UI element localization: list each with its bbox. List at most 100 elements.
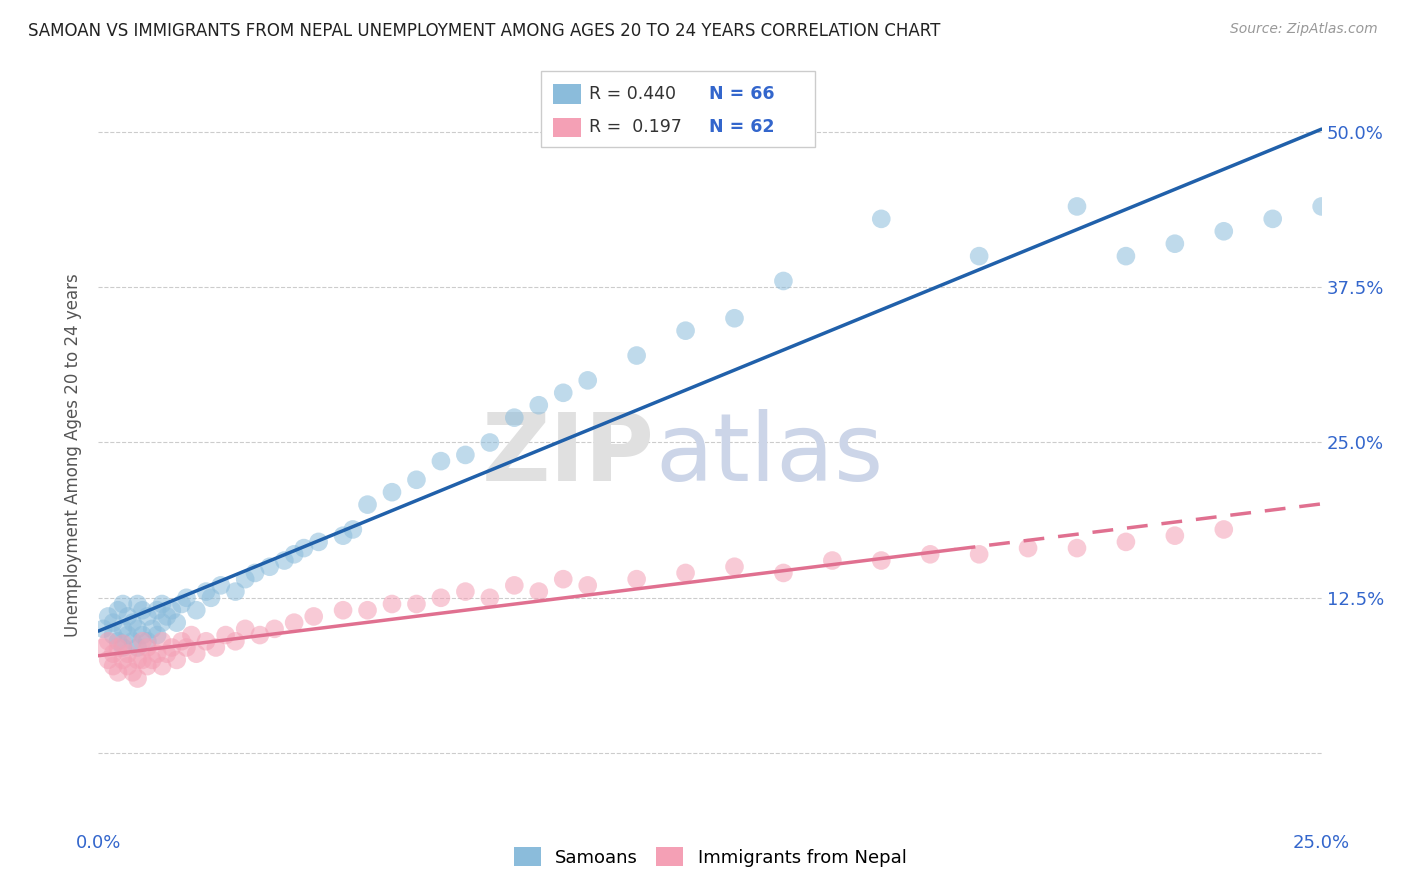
Point <box>131 603 153 617</box>
Point <box>127 622 149 636</box>
Point <box>553 385 575 400</box>
Point <box>117 609 139 624</box>
Point <box>156 647 179 661</box>
Point <box>381 597 404 611</box>
Point <box>381 485 404 500</box>
Point <box>150 659 173 673</box>
Point <box>430 454 453 468</box>
Point <box>1212 224 1234 238</box>
Text: N = 66: N = 66 <box>709 85 775 103</box>
Point <box>195 634 218 648</box>
Point <box>224 634 246 648</box>
Point <box>176 640 198 655</box>
Point <box>91 640 114 655</box>
Point <box>405 473 427 487</box>
Point <box>127 640 149 655</box>
Point <box>292 541 315 555</box>
Point <box>478 591 501 605</box>
Point <box>772 274 794 288</box>
Point <box>576 373 599 387</box>
Point <box>160 640 183 655</box>
Point <box>675 566 697 580</box>
Point <box>283 615 305 630</box>
Point <box>146 647 169 661</box>
Point <box>186 603 208 617</box>
Point <box>503 578 526 592</box>
Point <box>1212 523 1234 537</box>
Point <box>454 584 477 599</box>
Point <box>121 665 143 680</box>
Point <box>170 634 193 648</box>
Point <box>146 603 169 617</box>
Point <box>200 591 222 605</box>
Point <box>576 578 599 592</box>
Point <box>430 591 453 605</box>
Point <box>166 615 188 630</box>
Point <box>233 622 256 636</box>
Point <box>156 609 179 624</box>
Point <box>150 597 173 611</box>
Point <box>553 572 575 586</box>
Point <box>273 553 295 567</box>
Point <box>870 211 893 226</box>
Point <box>107 665 129 680</box>
Point <box>97 653 120 667</box>
Point <box>131 634 153 648</box>
Point <box>150 634 173 648</box>
Point <box>195 584 218 599</box>
Point <box>127 672 149 686</box>
Point <box>127 653 149 667</box>
Point <box>308 534 330 549</box>
Point <box>626 572 648 586</box>
Point <box>91 622 114 636</box>
Point <box>160 603 183 617</box>
Point <box>527 584 550 599</box>
Legend: Samoans, Immigrants from Nepal: Samoans, Immigrants from Nepal <box>506 840 914 874</box>
Point <box>136 659 159 673</box>
Text: SAMOAN VS IMMIGRANTS FROM NEPAL UNEMPLOYMENT AMONG AGES 20 TO 24 YEARS CORRELATI: SAMOAN VS IMMIGRANTS FROM NEPAL UNEMPLOY… <box>28 22 941 40</box>
Point <box>332 529 354 543</box>
Point <box>224 584 246 599</box>
Text: 0.0%: 0.0% <box>76 834 121 852</box>
Point <box>967 547 990 561</box>
Point <box>356 498 378 512</box>
Point <box>101 615 124 630</box>
Point <box>1115 249 1137 263</box>
Point <box>107 640 129 655</box>
Point <box>302 609 325 624</box>
Point <box>249 628 271 642</box>
Point <box>405 597 427 611</box>
Point <box>1066 199 1088 213</box>
Point <box>127 597 149 611</box>
Point <box>146 628 169 642</box>
Point <box>136 640 159 655</box>
Point <box>186 647 208 661</box>
Point <box>675 324 697 338</box>
Point <box>1115 534 1137 549</box>
Point <box>111 622 134 636</box>
Point <box>478 435 501 450</box>
Point <box>967 249 990 263</box>
Point <box>111 637 134 651</box>
Point <box>107 603 129 617</box>
Point <box>870 553 893 567</box>
Y-axis label: Unemployment Among Ages 20 to 24 years: Unemployment Among Ages 20 to 24 years <box>65 273 83 637</box>
Point <box>527 398 550 412</box>
Point <box>170 597 193 611</box>
Point <box>121 634 143 648</box>
Point <box>117 647 139 661</box>
Point <box>97 634 120 648</box>
Point <box>1164 529 1187 543</box>
Point <box>111 640 134 655</box>
Point <box>205 640 228 655</box>
Point <box>180 628 202 642</box>
Point <box>772 566 794 580</box>
Point <box>1164 236 1187 251</box>
Point <box>332 603 354 617</box>
Text: ZIP: ZIP <box>482 409 655 501</box>
Point <box>1261 211 1284 226</box>
Point <box>233 572 256 586</box>
Point <box>141 653 163 667</box>
Point <box>454 448 477 462</box>
Text: N = 62: N = 62 <box>709 118 775 136</box>
